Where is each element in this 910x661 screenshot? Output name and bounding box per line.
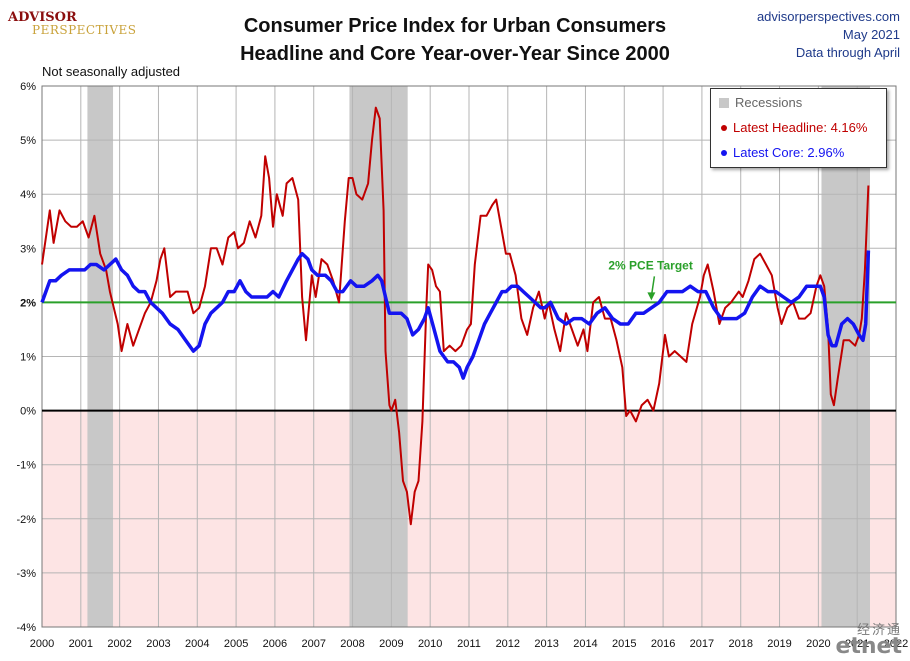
x-tick-label: 2013 xyxy=(534,638,558,650)
x-tick-label: 2008 xyxy=(340,638,364,650)
x-tick-label: 2014 xyxy=(573,638,597,650)
watermark-en: etnet xyxy=(835,634,902,659)
source-date: May 2021 xyxy=(842,27,900,42)
x-tick-label: 2019 xyxy=(767,638,791,650)
headline-series-line xyxy=(41,106,870,526)
y-tick-label: 5% xyxy=(20,135,36,147)
x-tick-label: 2006 xyxy=(263,638,287,650)
x-tick-label: 2018 xyxy=(728,638,752,650)
x-tick-label: 2010 xyxy=(418,638,442,650)
source-site[interactable]: advisorperspectives.com xyxy=(756,9,900,24)
x-tick-label: 2020 xyxy=(806,638,830,650)
x-tick-label: 2002 xyxy=(107,638,131,650)
chart-title-line2: Headline and Core Year-over-Year Since 2… xyxy=(240,43,670,65)
core-series-line xyxy=(40,250,871,380)
chart-title-line1: Consumer Price Index for Urban Consumers xyxy=(243,15,667,37)
legend-label-headline: Latest Headline: 4.16% xyxy=(733,120,868,135)
y-tick-label: -1% xyxy=(16,460,36,472)
x-tick-label: 2016 xyxy=(651,638,675,650)
etnet-watermark: 经济通 etnet xyxy=(835,619,902,659)
x-tick-label: 2015 xyxy=(612,638,636,650)
y-tick-label: -4% xyxy=(16,622,36,634)
target-arrow-head xyxy=(647,292,656,301)
y-tick-label: 3% xyxy=(20,243,36,255)
y-tick-label: 1% xyxy=(20,352,36,364)
x-tick-label: 2007 xyxy=(301,638,325,650)
seasonal-adjustment-note: Not seasonally adjusted xyxy=(42,64,181,79)
chart-title: Consumer Price Index for Urban Consumers… xyxy=(190,12,720,68)
x-tick-label: 2021 xyxy=(845,638,869,650)
target-label: 2% PCE Target xyxy=(608,258,692,272)
y-tick-label: -3% xyxy=(16,568,36,580)
logo-top-text: ADVISOR xyxy=(8,10,77,25)
x-tick-label: 2011 xyxy=(457,638,481,650)
brand-logo: ADVISOR PERSPECTIVES xyxy=(8,10,137,37)
recession-swatch xyxy=(719,97,729,108)
y-tick-label: -2% xyxy=(16,514,36,526)
legend-item-core: Latest Core: 2.96% xyxy=(719,145,844,160)
logo-bottom-text: PERSPECTIVES xyxy=(32,23,137,37)
core-swatch xyxy=(721,149,727,156)
legend-label-core: Latest Core: 2.96% xyxy=(733,145,845,160)
legend-item-headline: Latest Headline: 4.16% xyxy=(719,120,867,135)
x-tick-label: 2000 xyxy=(30,638,54,650)
y-tick-label: 4% xyxy=(20,189,36,201)
x-tick-label: 2012 xyxy=(496,638,520,650)
source-block: advisorperspectives.com May 2021 Data th… xyxy=(757,8,900,62)
plot-frame xyxy=(41,85,897,628)
y-tick-label: 6% xyxy=(20,81,36,93)
x-tick-label: 2004 xyxy=(185,638,209,650)
x-tick-label: 2003 xyxy=(146,638,170,650)
x-tick-label: 2022 xyxy=(884,638,908,650)
legend-item-recessions: Recessions xyxy=(719,95,802,110)
watermark-cn: 经济通 xyxy=(856,623,902,638)
headline-swatch xyxy=(721,124,727,131)
chart-legend: Recessions Latest Headline: 4.16% Latest… xyxy=(710,88,887,168)
source-data-note: Data through April xyxy=(795,45,900,60)
y-tick-label: 2% xyxy=(20,297,36,309)
x-tick-label: 2017 xyxy=(690,638,714,650)
y-tick-label: 0% xyxy=(20,406,36,418)
legend-label-recessions: Recessions xyxy=(735,95,803,110)
x-tick-label: 2009 xyxy=(379,638,403,650)
x-tick-label: 2005 xyxy=(224,638,248,650)
x-tick-label: 2001 xyxy=(69,638,93,650)
